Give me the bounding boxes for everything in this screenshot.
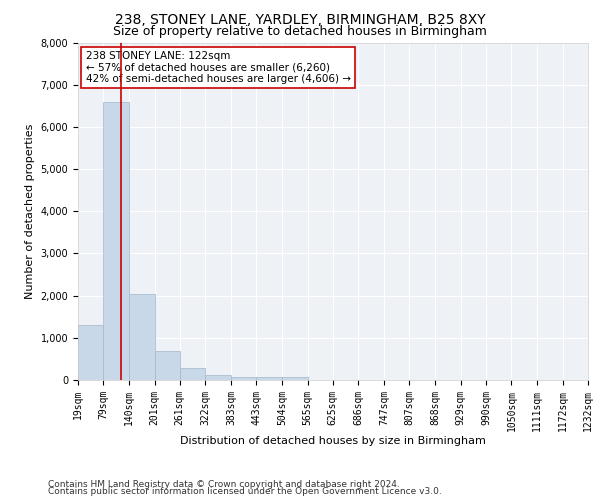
Bar <box>155 352 180 380</box>
Text: Size of property relative to detached houses in Birmingham: Size of property relative to detached ho… <box>113 25 487 38</box>
Bar <box>282 377 308 380</box>
Text: Contains public sector information licensed under the Open Government Licence v3: Contains public sector information licen… <box>48 487 442 496</box>
Bar <box>180 368 205 380</box>
Text: Contains HM Land Registry data © Crown copyright and database right 2024.: Contains HM Land Registry data © Crown c… <box>48 480 400 489</box>
Bar <box>129 294 155 380</box>
Y-axis label: Number of detached properties: Number of detached properties <box>25 124 35 299</box>
Bar <box>231 377 256 380</box>
Bar <box>78 325 103 380</box>
Bar <box>256 377 282 380</box>
X-axis label: Distribution of detached houses by size in Birmingham: Distribution of detached houses by size … <box>180 436 486 446</box>
Text: 238 STONEY LANE: 122sqm
← 57% of detached houses are smaller (6,260)
42% of semi: 238 STONEY LANE: 122sqm ← 57% of detache… <box>86 51 350 84</box>
Text: 238, STONEY LANE, YARDLEY, BIRMINGHAM, B25 8XY: 238, STONEY LANE, YARDLEY, BIRMINGHAM, B… <box>115 12 485 26</box>
Bar <box>205 375 231 380</box>
Bar <box>103 102 129 380</box>
